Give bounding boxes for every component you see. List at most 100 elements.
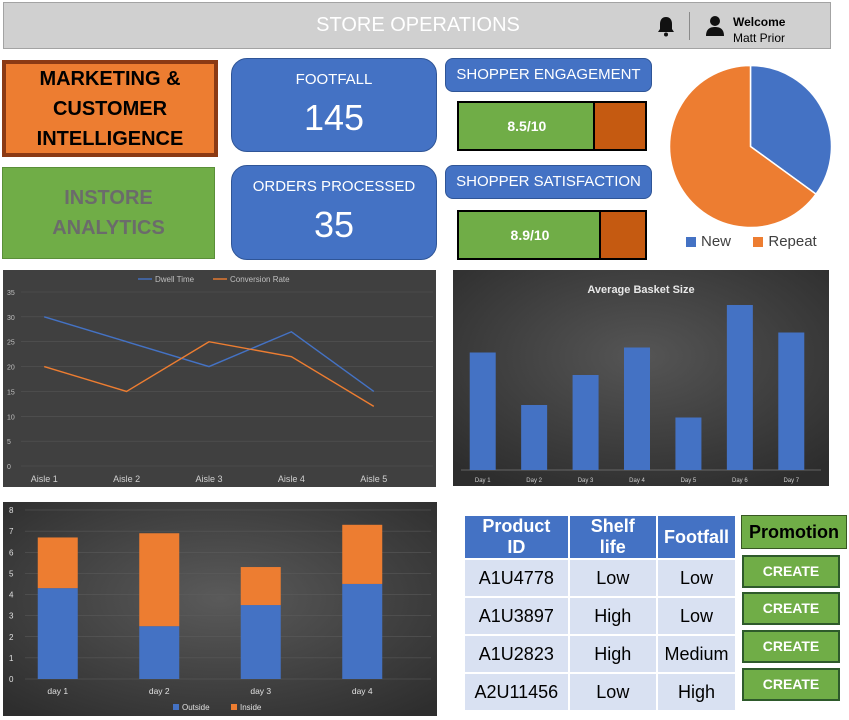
stack-segment-inside [139,533,180,627]
stack-segment-inside [37,537,78,589]
shopper-satisfaction-label: SHOPPER SATISFACTION [445,165,652,199]
y-tick-label: 2 [9,633,14,642]
create-promotion-button[interactable]: CREATE [742,668,840,701]
table-row: A2U11456 Low High [465,674,735,710]
legend-label-repeat: Repeat [768,233,817,250]
x-tick-label: day 4 [352,686,373,696]
cell-shelf-life: High [569,598,656,634]
shopper-satisfaction-fill [459,212,602,258]
legend-swatch-repeat [753,237,764,248]
y-tick-label: 0 [7,464,11,471]
y-tick-label: 4 [9,591,14,600]
bell-icon[interactable] [656,15,676,37]
x-tick-label: Aisle 2 [113,474,140,484]
y-tick-label: 25 [7,340,15,347]
legend-label: Dwell Time [155,275,195,284]
shopper-satisfaction-value: 8.9/10 [510,227,550,243]
instore-analytics-label: INSTORE ANALYTICS [52,187,165,239]
chart-title: Average Basket Size [587,284,694,296]
legend-label: Inside [240,703,262,712]
table-row: A1U2823 High Medium [465,636,735,672]
bar [469,352,496,470]
cell-shelf-life: High [569,636,656,672]
header-product-id: Product ID [465,516,568,558]
pie-legend: New Repeat [686,233,817,250]
cell-product-id: A1U2823 [465,636,568,672]
x-tick-label: Day 5 [681,478,697,484]
table-row: A1U4778 Low Low [465,560,735,596]
x-tick-label: day 2 [149,686,170,696]
orders-processed-card: ORDERS PROCESSED 35 [231,165,437,260]
welcome-text: Welcome [733,15,786,29]
x-tick-label: Day 4 [629,478,645,484]
stack-segment-outside [342,583,383,679]
cell-product-id: A2U11456 [465,674,568,710]
user-icon[interactable] [705,15,725,37]
shopper-engagement-score-bar: 8.5/10 [457,101,647,151]
y-tick-label: 8 [9,506,14,515]
stack-segment-inside [342,524,383,584]
bar [726,305,753,470]
x-tick-label: Aisle 4 [278,474,305,484]
cell-footfall: Medium [657,636,735,672]
shopper-engagement-value: 8.5/10 [507,118,547,134]
footfall-label: FOOTFALL [295,71,373,88]
y-tick-label: 10 [7,414,15,421]
x-tick-label: Aisle 3 [195,474,222,484]
footfall-card: FOOTFALL 145 [231,58,437,152]
header-divider [689,12,690,40]
table-row: A1U3897 High Low [465,598,735,634]
y-tick-label: 0 [9,675,14,684]
legend-label: Outside [182,703,210,712]
bar [624,347,650,470]
create-promotion-button[interactable]: CREATE [742,630,840,663]
cell-footfall: High [657,674,735,710]
create-promotion-button[interactable]: CREATE [742,592,840,625]
outside-inside-stacked-chart: 0 1 2 3 4 5 6 7 8 day 1 day 2 day 3 day 4 Outside Insi… [3,502,437,716]
bar [521,405,548,470]
create-promotion-button[interactable]: CREATE [742,555,840,588]
cell-footfall: Low [657,560,735,596]
x-tick-label: Aisle 1 [31,474,58,484]
header-shelf-life: Shelf life [569,516,656,558]
x-tick-label: Day 3 [578,478,594,484]
shopper-satisfaction-score-bar: 8.9/10 [457,210,647,260]
y-tick-label: 35 [7,290,15,297]
y-tick-label: 15 [7,389,15,396]
shopper-engagement-fill [459,103,595,149]
shopper-engagement-label: SHOPPER ENGAGEMENT [445,58,652,92]
x-tick-label: Day 6 [732,478,748,484]
marketing-intelligence-tile[interactable]: MARKETING & CUSTOMER INTELLIGENCE [2,60,218,157]
product-table: Product ID Shelf life Footfall A1U4778 L… [463,514,737,712]
y-tick-label: 5 [7,439,11,446]
y-tick-label: 7 [9,527,14,536]
y-tick-label: 1 [9,654,14,663]
header-bar: STORE OPERATIONS Welcome Matt Prior [3,2,831,49]
header-footfall: Footfall [657,516,735,558]
table-header-row: Product ID Shelf life Footfall [465,516,735,558]
promotion-header: Promotion [741,515,847,549]
cell-shelf-life: Low [569,674,656,710]
bar [572,375,599,470]
cell-shelf-life: Low [569,560,656,596]
legend-label-new: New [701,233,732,250]
x-tick-label: Day 1 [475,478,491,484]
cell-footfall: Low [657,598,735,634]
user-name: Matt Prior [733,31,786,45]
orders-processed-label: ORDERS PROCESSED [252,178,416,195]
series-line-dwell-time [43,316,375,392]
legend-swatch [231,704,237,710]
stack-segment-inside [240,567,281,606]
instore-analytics-tile[interactable]: INSTORE ANALYTICS [2,167,215,259]
average-basket-size-chart: Average Basket Size Day 1 Day 2 Day 3 Day 4 D… [453,270,829,486]
y-tick-label: 5 [9,569,14,578]
stack-segment-outside [139,626,180,679]
y-tick-label: 30 [7,315,15,322]
dwell-conversion-line-chart: 0 5 10 15 20 25 30 35 Aisle 1 Aisle 2 Aisle 3 Aisle… [3,270,436,487]
x-tick-label: day 1 [47,686,68,696]
cell-product-id: A1U4778 [465,560,568,596]
stack-segment-outside [37,588,78,679]
orders-processed-value: 35 [313,204,355,245]
cell-product-id: A1U3897 [465,598,568,634]
x-tick-label: day 3 [250,686,271,696]
